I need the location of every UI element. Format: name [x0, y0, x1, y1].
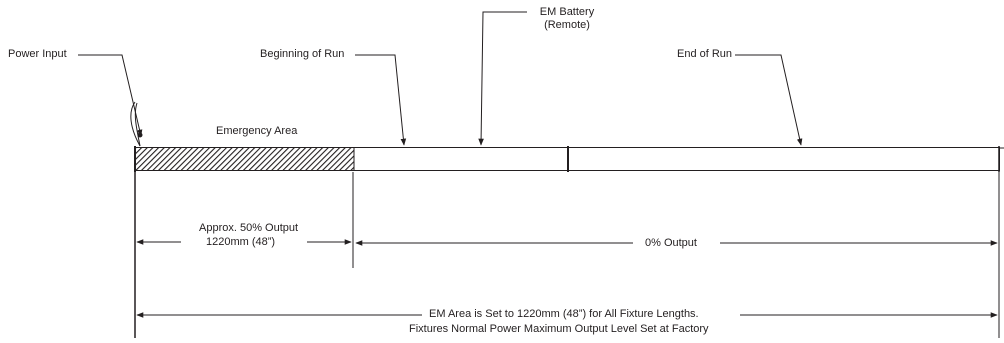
power-cable — [134, 102, 141, 147]
label-zero-output: 0% Output — [642, 237, 700, 250]
label-em-battery-block: EM Battery (Remote) — [528, 6, 606, 32]
label-beginning-of-run: Beginning of Run — [257, 48, 348, 61]
label-em-battery: EM Battery — [539, 6, 595, 18]
leader-beginning-of-run — [355, 54, 407, 146]
label-emergency-area: Emergency Area — [213, 125, 301, 138]
label-approx-output: Approx. 50% Output — [196, 222, 302, 235]
emergency-area-fill — [136, 148, 354, 170]
label-approx-length: 1220mm (48”) — [203, 236, 279, 249]
leader-power-input — [78, 54, 143, 137]
label-note-line1: EM Area is Set to 1220mm (48”) for All F… — [426, 308, 702, 321]
label-note-line2: Fixtures Normal Power Maximum Output Lev… — [409, 323, 709, 335]
label-power-input: Power Input — [5, 48, 70, 61]
label-em-battery-sub: (Remote) — [544, 19, 590, 31]
label-end-of-run: End of Run — [674, 48, 736, 61]
leader-end-of-run — [735, 54, 803, 146]
leader-em-battery — [478, 11, 527, 146]
